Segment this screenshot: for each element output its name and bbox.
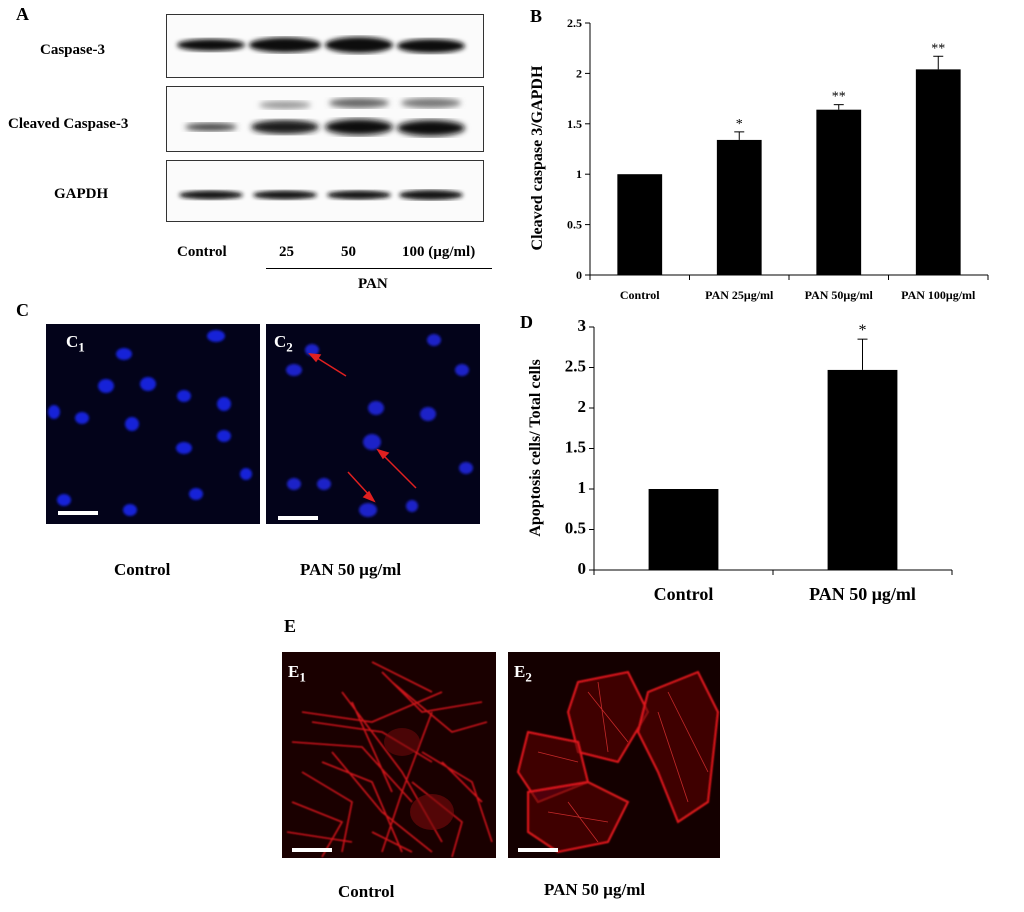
micrograph-c2: C2 xyxy=(266,324,480,524)
chart-d-ytick-4: 2 xyxy=(578,397,587,416)
micrograph-c1-tag: C1 xyxy=(66,332,85,355)
panel-d-letter: D xyxy=(520,312,533,332)
chart-b-bar-1 xyxy=(716,139,762,275)
chart-d-ytick-6: 3 xyxy=(578,316,587,335)
blot-cleaved-caspase3 xyxy=(166,86,484,152)
micrograph-c2-tag: C2 xyxy=(274,332,293,355)
micrograph-e1-scalebar xyxy=(292,848,332,852)
blot-cleaved-caspase3-bands xyxy=(185,98,465,136)
micrograph-c2-nuclei xyxy=(286,334,473,517)
panel-c-letter: C xyxy=(16,300,29,320)
chart-b-ylabel: Cleaved caspase 3/GAPDH xyxy=(529,65,546,250)
micrograph-e2-scalebar xyxy=(518,848,558,852)
chart-b-bar-0 xyxy=(617,174,663,275)
chart-d-ylabel: Apoptosis cells/ Total cells xyxy=(527,359,544,536)
lane-label-50: 50 xyxy=(341,244,356,260)
caption-e1: Control xyxy=(338,882,395,901)
micrograph-e1: E1 xyxy=(282,652,496,858)
panel-b-letter: B xyxy=(530,6,543,26)
chart-d-bar-1 xyxy=(827,369,898,570)
lane-label-control: Control xyxy=(177,244,227,260)
chart-d-ytick-2: 1 xyxy=(578,478,587,497)
chart-d-ytick-5: 2.5 xyxy=(565,357,586,376)
micrograph-c1-scalebar xyxy=(58,511,98,515)
chart-b: Cleaved caspase 3/GAPDH * ** ** Control … xyxy=(529,16,989,302)
blot-label-gapdh: GAPDH xyxy=(54,186,109,202)
chart-b-xtick-3: PAN 100μg/ml xyxy=(901,288,976,302)
caption-e2: PAN 50 µg/ml xyxy=(544,880,646,899)
caption-c2: PAN 50 µg/ml xyxy=(300,560,402,579)
blot-gapdh xyxy=(166,160,484,222)
chart-b-ytick-0: 0 xyxy=(576,268,582,282)
chart-b-significance-2: ** xyxy=(832,90,846,105)
micrograph-e2-tag: E2 xyxy=(514,662,532,685)
chart-d-xtick-0: Control xyxy=(654,584,714,604)
blot-gapdh-bands xyxy=(179,190,463,200)
blot-label-caspase3: Caspase-3 xyxy=(40,42,106,58)
blot-caspase3 xyxy=(166,14,484,78)
pan-group-line xyxy=(266,268,492,269)
micrograph-e1-tag: E1 xyxy=(288,662,306,685)
blot-caspase3-bands xyxy=(177,37,465,53)
chart-b-xtick-0: Control xyxy=(620,288,660,302)
chart-b-bar-3 xyxy=(915,69,961,275)
chart-d: Apoptosis cells/ Total cells * Control P… xyxy=(527,316,953,604)
chart-b-ytick-4: 2 xyxy=(576,66,582,80)
chart-b-significance-3: ** xyxy=(931,41,945,56)
lane-label-100: 100 (µg/ml) xyxy=(402,244,476,260)
chart-b-ytick-2: 1 xyxy=(576,167,582,181)
micrograph-c1-nuclei xyxy=(48,330,252,516)
blot-label-cleaved-caspase3: Cleaved Caspase-3 xyxy=(8,116,129,132)
micrograph-e2: E2 xyxy=(508,652,720,858)
micrograph-c2-scalebar xyxy=(278,516,318,520)
panel-a-letter: A xyxy=(16,4,29,24)
panel-e-letter: E xyxy=(284,616,297,636)
chart-d-bar-0 xyxy=(648,489,719,570)
chart-d-ytick-1: 0.5 xyxy=(565,519,586,538)
micrograph-e2-actin xyxy=(516,670,720,854)
chart-b-ytick-3: 1.5 xyxy=(567,117,582,131)
chart-d-significance-1: * xyxy=(859,322,867,339)
chart-d-ytick-3: 1.5 xyxy=(565,438,586,457)
chart-b-significance-1: * xyxy=(736,117,743,132)
chart-b-ytick-1: 0.5 xyxy=(567,218,582,232)
micrograph-e1-actin xyxy=(286,661,493,858)
chart-b-xtick-1: PAN 25μg/ml xyxy=(705,288,774,302)
micrograph-c1: C1 xyxy=(46,324,260,524)
chart-d-xtick-1: PAN 50 μg/ml xyxy=(809,584,916,604)
pan-group-label: PAN xyxy=(358,276,388,292)
chart-b-bar-2 xyxy=(816,109,862,275)
chart-b-xtick-2: PAN 50μg/ml xyxy=(805,288,874,302)
lane-label-25: 25 xyxy=(279,244,294,260)
caption-c1: Control xyxy=(114,560,171,579)
chart-d-ytick-0: 0 xyxy=(578,559,587,578)
chart-b-ytick-5: 2.5 xyxy=(567,16,582,30)
